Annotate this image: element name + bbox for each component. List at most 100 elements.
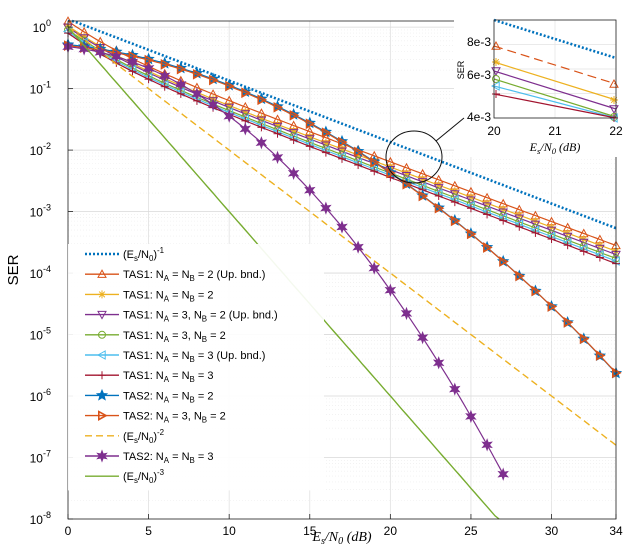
y-tick-label: 10-2 bbox=[30, 141, 51, 158]
marker-triangle-up bbox=[97, 269, 107, 278]
y-tick-label: 10-4 bbox=[30, 264, 51, 281]
marker-triangle-down bbox=[79, 34, 89, 43]
marker-triangle-right bbox=[273, 101, 284, 113]
marker-triangle-right bbox=[354, 146, 364, 158]
marker-triangle-right bbox=[563, 316, 574, 328]
marker-triangle-down bbox=[97, 310, 107, 320]
marker-hexagram bbox=[271, 150, 284, 165]
marker-triangle-left bbox=[96, 350, 106, 360]
marker-asterisk bbox=[98, 291, 106, 298]
legend-item-5: TAS1: NA = NB = 3 (Up. bnd.) bbox=[85, 350, 265, 364]
marker-hexagram bbox=[384, 283, 397, 297]
inset-x-axis-label: Es/N0 (dB) bbox=[529, 140, 581, 156]
y-tick-label: 10-6 bbox=[30, 387, 51, 404]
zoom-connector bbox=[435, 117, 465, 142]
marker-triangle-right bbox=[144, 54, 155, 66]
legend-label: TAS1: NA = 3, NB = 2 (Up. bnd.) bbox=[123, 310, 278, 324]
inset-series-line bbox=[493, 78, 617, 118]
marker-hexagram bbox=[449, 382, 461, 396]
marker-hexagram bbox=[432, 356, 445, 370]
legend-box bbox=[68, 244, 324, 491]
legend-label: TAS1: NA = NB = 2 bbox=[123, 289, 213, 303]
x-tick-label: 20 bbox=[384, 524, 398, 538]
legend-item-2: TAS1: NA = NB = 2 bbox=[85, 289, 213, 303]
x-tick-label: 15 bbox=[303, 524, 317, 538]
inset-series-line bbox=[493, 93, 617, 119]
legend-item-10: TAS2: NA = NB = 3 bbox=[85, 449, 213, 465]
inset-y-tick-label: 6e-3 bbox=[467, 68, 491, 82]
inset-y-tick-label: 8e-3 bbox=[467, 35, 491, 49]
x-tick-label: 25 bbox=[464, 524, 478, 538]
legend-label: (Es/N0)-2 bbox=[123, 428, 164, 445]
marker-hexagram bbox=[158, 69, 171, 83]
series-line bbox=[67, 45, 617, 374]
legend-item-9: (Es/N0)-2 bbox=[85, 428, 164, 445]
series-line bbox=[67, 26, 617, 446]
inset-y-axis-label: SER bbox=[456, 60, 466, 79]
marker-triangle-right bbox=[289, 109, 300, 121]
inset-x-tick-label: 20 bbox=[487, 124, 501, 138]
marker-hexagram bbox=[126, 55, 139, 69]
marker-triangle-right bbox=[321, 127, 332, 139]
legend-item-3: TAS1: NA = 3, NB = 2 (Up. bnd.) bbox=[85, 310, 278, 324]
marker-hexagram bbox=[175, 77, 187, 92]
zoom-ellipse bbox=[385, 130, 443, 184]
series-10 bbox=[62, 40, 509, 481]
legend-label: TAS2: NA = NB = 3 bbox=[123, 451, 213, 465]
marker-triangle-right bbox=[466, 228, 477, 240]
legend-item-0: (Es/N0)-1 bbox=[85, 246, 165, 263]
legend-label: TAS1: NA = NB = 3 (Up. bnd.) bbox=[123, 350, 265, 364]
legend-label: TAS2: NA = 3, NB = 2 bbox=[123, 411, 226, 425]
marker-circle bbox=[492, 75, 500, 83]
marker-hexagram bbox=[255, 136, 268, 150]
marker-hexagram bbox=[239, 122, 252, 136]
x-tick-label: 5 bbox=[145, 524, 152, 538]
marker-triangle-right bbox=[547, 301, 558, 312]
marker-triangle-right bbox=[176, 63, 187, 75]
series-line bbox=[67, 46, 504, 475]
x-axis-label-text: Es/N0 (dB) bbox=[311, 530, 371, 546]
marker-triangle-right bbox=[611, 367, 622, 379]
marker-hexagram bbox=[78, 42, 90, 56]
marker-hexagram bbox=[110, 49, 123, 64]
inset-x-tick-label: 22 bbox=[609, 124, 623, 138]
marker-hexagram bbox=[320, 201, 332, 215]
marker-triangle-right bbox=[483, 242, 493, 253]
inset-series-line bbox=[493, 18, 617, 60]
x-tick-label: 0 bbox=[65, 524, 72, 538]
y-tick-label: 10-8 bbox=[30, 510, 51, 527]
marker-hexagram bbox=[368, 261, 380, 275]
x-tick-label: 34 bbox=[609, 524, 623, 538]
marker-triangle-right bbox=[418, 190, 429, 202]
marker-triangle-right bbox=[209, 74, 219, 86]
legend-item-11: (Es/N0)-3 bbox=[85, 468, 165, 485]
inset-frame bbox=[493, 19, 617, 119]
marker-hexagram bbox=[336, 220, 348, 234]
inset-x-tick-label: 21 bbox=[548, 124, 562, 138]
marker-hexagram bbox=[94, 45, 106, 59]
marker-triangle-right bbox=[595, 350, 606, 361]
marker-hexagram bbox=[304, 183, 316, 197]
marker-triangle-right bbox=[225, 80, 235, 92]
y-tick-label: 10-3 bbox=[30, 203, 51, 220]
y-tick-label: 10-5 bbox=[30, 326, 51, 343]
marker-hexagram bbox=[352, 240, 364, 254]
marker-triangle-right bbox=[98, 410, 108, 421]
marker-hexagram bbox=[207, 97, 219, 112]
marker-triangle-right bbox=[579, 333, 590, 345]
y-tick-label: 10-7 bbox=[30, 449, 51, 466]
marker-hexagram bbox=[416, 331, 429, 345]
legend-item-4: TAS1: NA = 3, NB = 2 bbox=[85, 330, 226, 344]
x-tick-label: 30 bbox=[545, 524, 559, 538]
inset-series-line bbox=[493, 70, 617, 110]
inset-series-line bbox=[493, 45, 617, 85]
marker-star bbox=[95, 388, 109, 401]
marker-triangle-right bbox=[434, 202, 445, 214]
legend-item-8: TAS2: NA = 3, NB = 2 bbox=[85, 410, 226, 425]
series-0 bbox=[68, 19, 617, 230]
marker-hexagram bbox=[223, 109, 235, 123]
series-9 bbox=[67, 26, 617, 446]
marker-triangle-right bbox=[305, 118, 316, 130]
marker-triangle-right bbox=[160, 58, 171, 70]
